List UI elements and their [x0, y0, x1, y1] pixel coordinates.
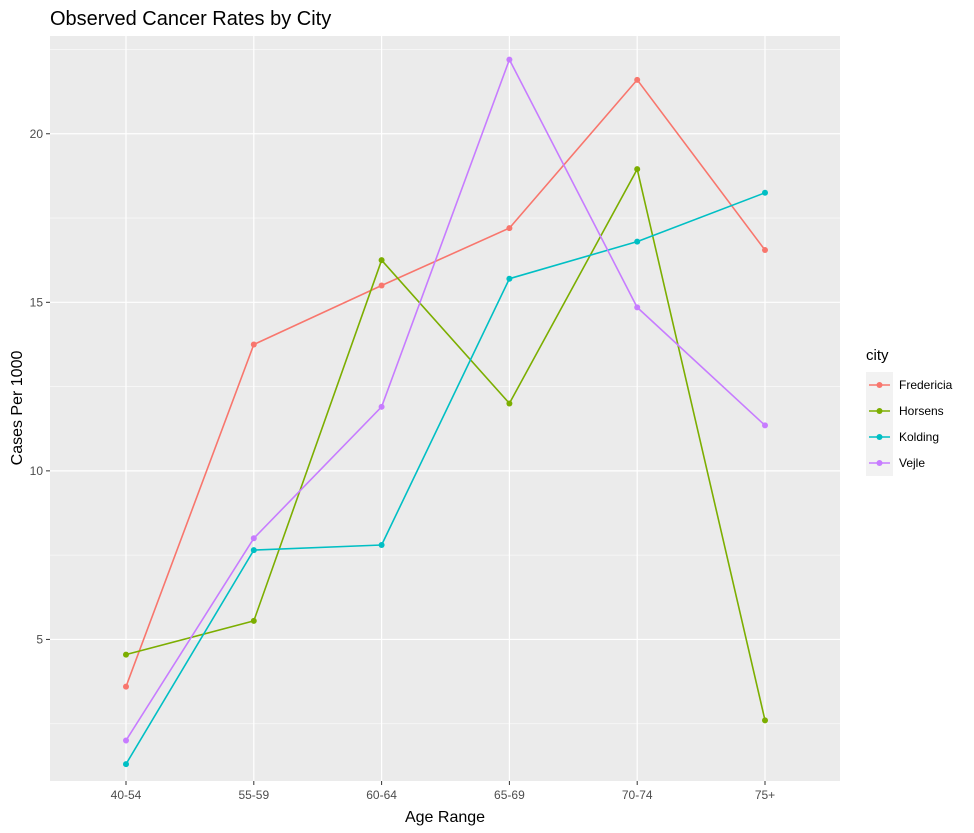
- x-axis-title: Age Range: [405, 809, 485, 826]
- data-point-vejle: [123, 737, 129, 744]
- legend-key-point: [876, 408, 883, 414]
- series-vejle: [123, 56, 768, 744]
- x-tick-label: 40-54: [111, 788, 142, 802]
- x-axis: 40-54 55-59 60-64 65-69 70-74 75+: [111, 781, 775, 802]
- data-point-horsens: [634, 166, 641, 173]
- series-line-kolding: [125, 192, 766, 765]
- minor-gridlines: [50, 49, 840, 725]
- y-tick-label: 15: [30, 295, 44, 309]
- series-kolding: [123, 189, 768, 768]
- y-tick-label: 10: [30, 464, 44, 478]
- data-point-kolding: [634, 238, 641, 245]
- series-horsens: [123, 166, 768, 724]
- data-point-kolding: [378, 542, 385, 549]
- legend-key-point: [876, 460, 883, 466]
- data-point-vejle: [634, 304, 641, 311]
- data-point-horsens: [762, 717, 768, 724]
- legend-item-fredericia: Fredericia: [866, 372, 953, 398]
- data-point-vejle: [378, 403, 385, 410]
- series-fredericia: [123, 76, 768, 690]
- data-point-fredericia: [250, 341, 257, 348]
- chart-title: Observed Cancer Rates by City: [50, 8, 331, 30]
- data-point-fredericia: [634, 76, 641, 83]
- legend-key-point: [876, 434, 883, 440]
- x-tick-label: 65-69: [494, 788, 525, 802]
- data-point-kolding: [762, 189, 768, 196]
- legend-item-horsens: Horsens: [866, 398, 944, 424]
- data-point-kolding: [506, 275, 513, 282]
- plot-panel: [50, 36, 840, 781]
- data-point-kolding: [250, 547, 257, 554]
- data-point-fredericia: [378, 282, 385, 289]
- legend-key-point: [876, 382, 883, 388]
- data-point-vejle: [506, 56, 513, 63]
- y-axis: 5 10 15 20: [30, 127, 50, 646]
- legend-label: Kolding: [899, 430, 939, 444]
- data-point-fredericia: [506, 225, 513, 232]
- x-tick-label: 60-64: [366, 788, 397, 802]
- data-point-horsens: [378, 257, 385, 264]
- data-point-horsens: [250, 617, 257, 624]
- series-layer: [123, 56, 768, 768]
- data-point-kolding: [123, 761, 129, 768]
- series-line-horsens: [125, 168, 766, 721]
- x-tick-label: 75+: [755, 788, 775, 802]
- legend-item-vejle: Vejle: [866, 450, 925, 476]
- y-tick-label: 20: [30, 127, 44, 141]
- legend-title: city: [866, 347, 889, 364]
- legend-item-kolding: Kolding: [866, 424, 939, 450]
- data-point-horsens: [506, 400, 513, 407]
- x-tick-label: 55-59: [238, 788, 269, 802]
- legend-label: Horsens: [899, 404, 944, 418]
- legend-label: Vejle: [899, 456, 925, 470]
- data-point-vejle: [250, 535, 257, 542]
- y-tick-label: 5: [36, 632, 43, 646]
- series-line-fredericia: [125, 79, 766, 687]
- data-point-horsens: [123, 651, 129, 658]
- data-point-vejle: [762, 422, 768, 429]
- series-line-vejle: [125, 58, 766, 741]
- x-tick-label: 70-74: [622, 788, 653, 802]
- data-point-fredericia: [123, 683, 129, 690]
- data-point-fredericia: [762, 247, 768, 254]
- legend: city Fredericia Horsens Kolding Vejle: [866, 347, 953, 476]
- legend-label: Fredericia: [899, 378, 953, 392]
- y-axis-title: Cases Per 1000: [9, 351, 26, 466]
